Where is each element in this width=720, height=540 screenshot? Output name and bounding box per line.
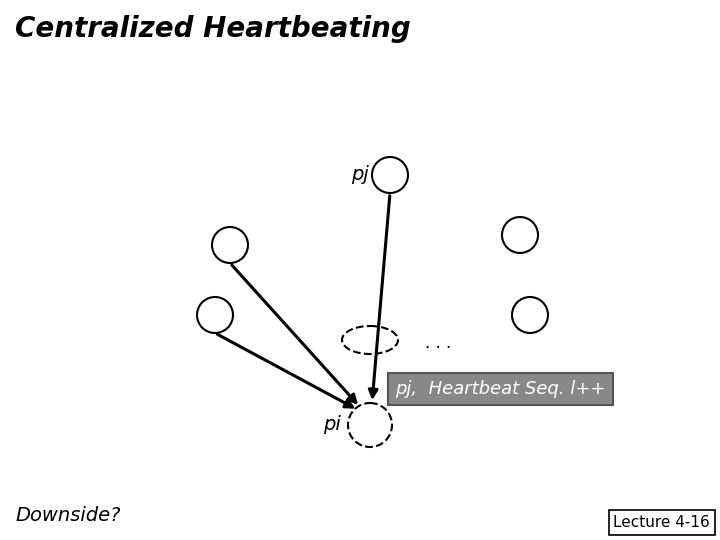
Text: Centralized Heartbeating: Centralized Heartbeating <box>15 15 410 43</box>
Ellipse shape <box>197 297 233 333</box>
Ellipse shape <box>372 157 408 193</box>
Text: Lecture 4-16: Lecture 4-16 <box>613 515 710 530</box>
Text: . . .: . . . <box>425 334 451 352</box>
Ellipse shape <box>342 326 398 354</box>
Ellipse shape <box>348 403 392 447</box>
Text: Downside?: Downside? <box>15 506 120 525</box>
Ellipse shape <box>512 297 548 333</box>
Text: pj,  Heartbeat Seq. l++: pj, Heartbeat Seq. l++ <box>395 380 606 398</box>
Ellipse shape <box>502 217 538 253</box>
Text: pj: pj <box>351 165 369 185</box>
Text: pi: pi <box>323 415 341 435</box>
Ellipse shape <box>212 227 248 263</box>
